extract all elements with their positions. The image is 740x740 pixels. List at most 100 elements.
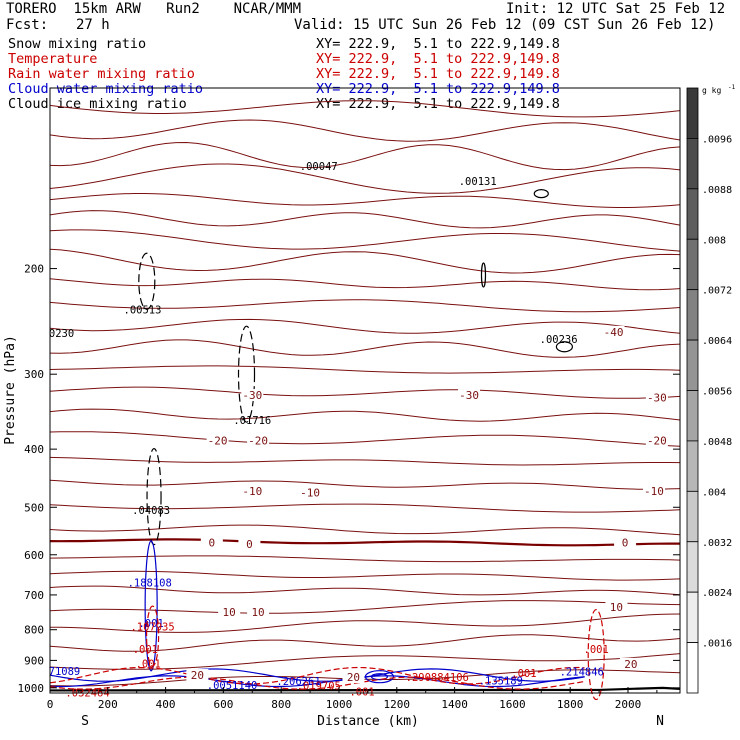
north-endpoint-label: N — [656, 714, 664, 729]
legend-cloud-water: Cloud water mixing ratio — [8, 81, 204, 97]
isotherm — [49, 278, 681, 291]
isotherm — [49, 365, 681, 374]
temperature-label: -30 — [242, 389, 262, 402]
mixing-ratio-label: .001 — [584, 644, 609, 656]
temperature-label: -20 — [208, 435, 228, 448]
temperature-label-bg — [645, 434, 668, 447]
mixing-ratio-label: .135189 — [479, 676, 523, 688]
xy-cloud-water: XY= 222.9, 5.1 to 222.9,149.8 — [316, 81, 560, 97]
mixing-ratio-label: .188108 — [128, 578, 172, 590]
surface-band-contour — [49, 675, 585, 688]
isotherm-zero — [49, 538, 680, 547]
xy-temperature: XY= 222.9, 5.1 to 222.9,149.8 — [316, 51, 560, 67]
xy-snow: XY= 222.9, 5.1 to 222.9,149.8 — [316, 36, 560, 52]
isotherm — [49, 386, 681, 399]
mixing-ratio-label: .214846 — [560, 667, 604, 679]
model-title: TORERO 15km ARW Run2 NCAR/MMM — [6, 1, 302, 17]
temperature-label-bg — [614, 536, 637, 549]
mixing-ratio-contour — [587, 608, 605, 701]
temperature-label-bg — [342, 671, 365, 684]
temperature-label-bg — [247, 434, 270, 447]
colorbar-unit-exponent: -1 — [728, 84, 736, 91]
colorbar-segment — [686, 440, 699, 492]
colorbar-tick-label: .0096 — [702, 134, 732, 145]
temperature-label: 20 — [347, 671, 360, 684]
temperature-label: 0 — [209, 536, 216, 549]
surface-line — [49, 686, 681, 692]
colorbar-tick-label: .0056 — [702, 387, 732, 398]
isotherm — [49, 119, 681, 142]
legend-temperature: Temperature — [8, 51, 98, 67]
colorbar-segment — [686, 642, 699, 694]
mixing-ratio-label: .001 — [133, 644, 158, 656]
x-tick-label: 600 — [213, 698, 233, 711]
colorbar-segment — [686, 188, 699, 240]
temperature-label-bg — [206, 434, 229, 447]
y-axis-title: Pressure (hPa) — [3, 335, 18, 445]
colorbar-tick-label: .0024 — [702, 588, 732, 599]
contour-labels: -40 -30 -30 -30 -20 -20 -20 -10 -10 -10 0 0 0 10 10 10 2… — [49, 161, 668, 699]
y-tick-label: 200 — [24, 263, 44, 276]
mixing-ratio-label: .290884106 — [406, 672, 469, 684]
forecast-label: Fcst: — [6, 17, 49, 33]
temperature-label: 20 — [191, 669, 204, 682]
mixing-ratio-contour — [555, 341, 574, 353]
isotherm — [49, 585, 681, 596]
isotherm — [49, 613, 681, 633]
temperature-label-bg — [247, 606, 270, 619]
y-tick-label: 1000 — [18, 682, 45, 695]
isotherm — [49, 570, 681, 581]
temperature-label-bg — [241, 485, 264, 498]
temperature-contours — [49, 100, 681, 692]
temperature-label: -20 — [647, 435, 667, 448]
init-time: Init: 12 UTC Sat 25 Feb 12 — [506, 1, 726, 17]
temperature-label: -10 — [644, 485, 664, 498]
colorbar-segment — [686, 138, 699, 190]
x-tick-label: 800 — [271, 698, 291, 711]
temperature-label: -10 — [242, 485, 262, 498]
x-tick-label: 1400 — [441, 698, 468, 711]
mixing-ratio-label: .001 — [511, 668, 536, 680]
temperature-label-bg — [619, 657, 642, 670]
colorbar-segment — [686, 591, 699, 643]
mixing-ratio-label: .04083 — [132, 505, 170, 517]
legend-cloud-ice: Cloud ice mixing ratio — [8, 96, 187, 112]
isotherm — [49, 248, 681, 274]
legend-snow: Snow mixing ratio — [8, 36, 147, 52]
colorbar-segment — [686, 238, 699, 291]
x-tick-label: 400 — [156, 698, 176, 711]
mixing-ratio-label: .107935 — [130, 621, 174, 633]
isotherm — [49, 456, 681, 466]
isotherm — [49, 524, 681, 536]
isotherm — [49, 339, 681, 358]
isotherm — [49, 163, 681, 194]
mixing-ratio-label: .001 — [138, 618, 163, 630]
temperature-label-bg — [241, 389, 264, 402]
isotherm — [49, 229, 681, 252]
y-tick-label: 500 — [24, 501, 44, 514]
temperature-label-bg — [602, 325, 625, 338]
temperature-label: 20 — [624, 658, 637, 671]
temperature-label-bg — [186, 669, 209, 682]
isotherm — [49, 503, 681, 513]
temperature-label: 10 — [223, 606, 236, 619]
valid-time: Valid: 15 UTC Sun 26 Feb 12 (09 CST Sun … — [294, 17, 716, 33]
mixing-ratio-contour — [145, 605, 160, 667]
colorbar-tick-label: .0032 — [702, 538, 732, 549]
x-tick-label: 1000 — [326, 698, 353, 711]
temperature-label: 10 — [610, 601, 623, 614]
isotherm — [49, 408, 681, 422]
temperature-label: 0 — [622, 536, 629, 549]
temperature-label-bg — [642, 485, 665, 498]
temperature-label: 10 — [251, 606, 264, 619]
mixing-ratio-contour — [146, 448, 162, 546]
mixing-ratio-label: .00513 — [124, 304, 162, 316]
y-tick-label: 600 — [24, 549, 44, 562]
isotherm — [49, 318, 681, 334]
south-endpoint-label: S — [81, 714, 89, 729]
mixing-ratio-contour — [237, 325, 256, 423]
colorbar-tick-label: .0048 — [702, 437, 732, 448]
surface-band-contour — [49, 668, 585, 682]
mixing-ratio-label: .00236 — [540, 334, 578, 346]
temperature-label-bg — [299, 486, 322, 499]
